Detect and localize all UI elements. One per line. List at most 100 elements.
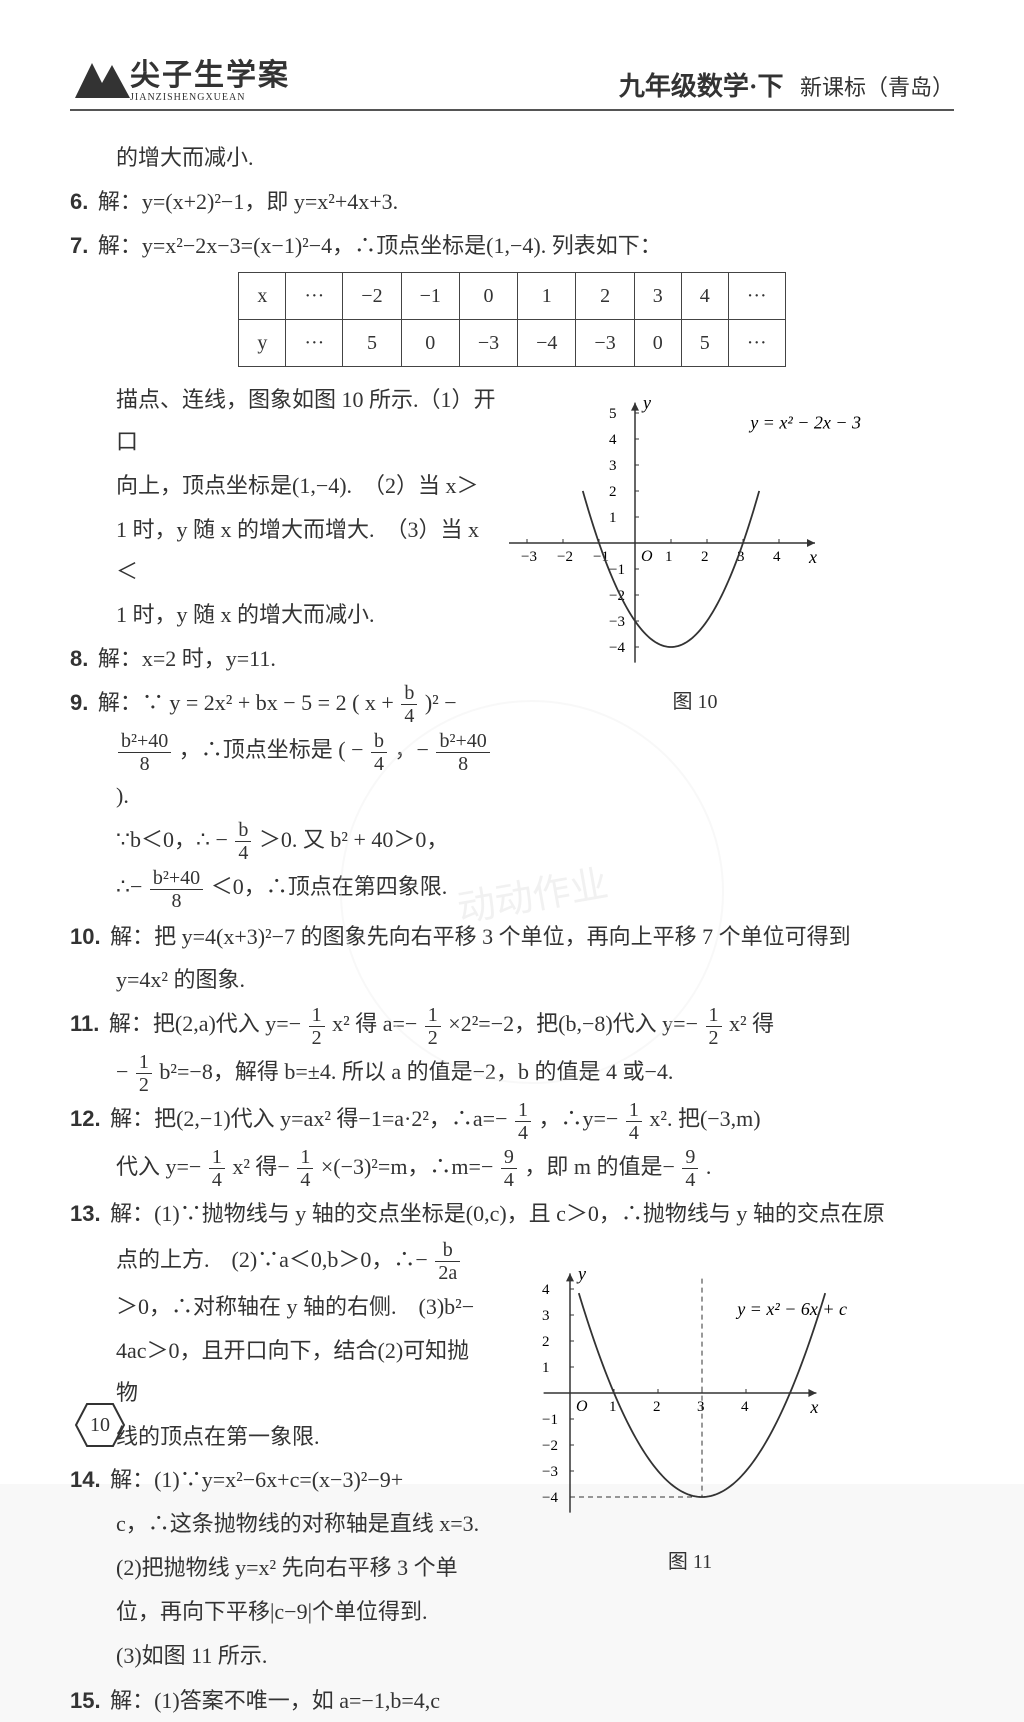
svg-text:2: 2 xyxy=(542,1334,550,1350)
mountain-icon xyxy=(70,53,140,103)
num-9: 9. xyxy=(70,690,88,715)
frac-den: 2 xyxy=(136,1074,152,1096)
text-14a: 解：(1)∵y=x²−6x+c=(x−3)²−9+ xyxy=(110,1467,403,1492)
text-11a: 解：把(2,a)代入 y=− xyxy=(109,1011,301,1036)
svg-text:5: 5 xyxy=(609,406,617,422)
num-7: 7. xyxy=(70,233,88,258)
text-12b5: . xyxy=(706,1154,712,1179)
text-15: 解：(1)答案不唯一，如 a=−1,b=4,c xyxy=(110,1688,440,1713)
svg-text:1: 1 xyxy=(542,1360,550,1376)
svg-text:1: 1 xyxy=(609,1399,617,1415)
svg-text:2: 2 xyxy=(653,1399,661,1415)
svg-text:−3: −3 xyxy=(542,1464,558,1480)
text-14c: (2)把抛物线 y=x² 先向右平移 3 个单 xyxy=(116,1547,490,1589)
frac-den: 8 xyxy=(118,753,171,775)
frac-mb4: b4 xyxy=(371,730,387,775)
frac-den: 4 xyxy=(209,1169,225,1191)
frac-den: 4 xyxy=(371,753,387,775)
text-12a3: x². 把(−3,m) xyxy=(649,1106,760,1131)
svg-text:−4: −4 xyxy=(609,640,625,656)
cell: 5 xyxy=(343,320,401,367)
fig11-caption: 图 11 xyxy=(490,1543,890,1581)
text-13b2: ＞0，∴对称轴在 y 轴的右侧. (3)b²− xyxy=(116,1286,490,1328)
problem-7: 7. 解：y=x²−2x−3=(x−1)²−4，∴顶点坐标是(1,−4). 列表… xyxy=(70,225,954,267)
problem-13b1: 点的上方. (2)∵a＜0,b＞0，∴− b2a xyxy=(116,1239,490,1284)
svg-text:O: O xyxy=(641,548,653,565)
text-9a2: − xyxy=(444,690,456,715)
num-14: 14. xyxy=(70,1467,101,1492)
text-12a2: ，∴y=− xyxy=(539,1106,619,1131)
row-7-8-9-fig10: 描点、连线，图象如图 10 所示.（1）开口 向上，顶点坐标是(1,−4). （… xyxy=(70,377,954,913)
text-cont: 的增大而减小. xyxy=(116,137,954,179)
text-7b3: 1 时，y 随 x 的增大而增大. （3）当 x＜ xyxy=(116,509,500,593)
svg-text:−3: −3 xyxy=(609,614,625,630)
svg-text:y: y xyxy=(641,393,651,413)
table-row: x ··· −2 −1 0 1 2 3 4 ··· xyxy=(239,273,785,320)
svg-text:2: 2 xyxy=(609,484,617,500)
cell: 1 xyxy=(518,273,576,320)
frac-num: 1 xyxy=(297,1146,313,1169)
svg-text:−2: −2 xyxy=(557,549,573,565)
cell: 2 xyxy=(576,273,634,320)
frac-num: 1 xyxy=(626,1099,642,1122)
cell: ··· xyxy=(286,320,343,367)
svg-text:1: 1 xyxy=(609,510,617,526)
frac-b4b: b4 xyxy=(235,819,251,864)
text-14e: (3)如图 11 所示. xyxy=(116,1635,490,1677)
frac-half-3: 12 xyxy=(706,1004,722,1049)
text-9b1: ，∴顶点坐标是 xyxy=(179,737,333,762)
problem-11a: 11. 解：把(2,a)代入 y=− 12 x² 得 a=− 12 ×2²=−2… xyxy=(70,1003,954,1048)
problem-9d: ∴− b²+408 ＜0，∴顶点在第四象限. xyxy=(116,866,500,911)
text-7b4: 1 时，y 随 x 的增大而减小. xyxy=(116,594,500,636)
frac-den: 4 xyxy=(501,1169,517,1191)
book-title: 九年级数学·下 xyxy=(619,72,784,101)
frac-num: 1 xyxy=(209,1146,225,1169)
cell: ··· xyxy=(728,273,785,320)
frac-q-4: 14 xyxy=(297,1146,313,1191)
text-13b4: 线的顶点在第一象限. xyxy=(116,1416,490,1458)
text-9a: 解：∵ y = 2x² + bx − 5 = 2 xyxy=(98,690,347,715)
num-8: 8. xyxy=(70,646,88,671)
problem-13a: 13. 解：(1)∵抛物线与 y 轴的交点坐标是(0,c)，且 c＞0，∴抛物线… xyxy=(70,1193,954,1235)
problem-9a: 9. 解：∵ y = 2x² + bx − 5 = 2 ( x + b4 )² … xyxy=(70,682,500,727)
frac-b240b: b²+408 xyxy=(150,867,203,912)
problem-14a: 14. 解：(1)∵y=x²−6x+c=(x−3)²−9+ xyxy=(70,1459,490,1501)
frac-den: 2 xyxy=(309,1027,325,1049)
frac-num: b²+40 xyxy=(118,730,171,753)
num-6: 6. xyxy=(70,189,88,214)
cell: 5 xyxy=(681,320,728,367)
num-12: 12. xyxy=(70,1106,101,1131)
frac-num: 9 xyxy=(682,1146,698,1169)
text-10b: y=4x² 的图象. xyxy=(116,959,954,1001)
problem-11b: − 12 b²=−8，解得 b=±4. 所以 a 的值是−2，b 的值是 4 或… xyxy=(116,1051,954,1096)
row-13-14-fig11: 点的上方. (2)∵a＜0,b＞0，∴− b2a ＞0，∴对称轴在 y 轴的右侧… xyxy=(70,1237,954,1679)
text-11b2: b²=−8，解得 b=±4. 所以 a 的值是−2，b 的值是 4 或−4. xyxy=(159,1059,673,1084)
text-7: 解：y=x²−2x−3=(x−1)²−4，∴顶点坐标是(1,−4). 列表如下： xyxy=(98,233,662,258)
text-9d: ∴− xyxy=(116,874,142,899)
svg-text:3: 3 xyxy=(697,1399,705,1415)
frac-num: b xyxy=(371,730,387,753)
text-14d: 位，再向下平移|c−9|个单位得到. xyxy=(116,1591,490,1633)
problem-15: 15. 解：(1)答案不唯一，如 a=−1,b=4,c xyxy=(70,1680,954,1722)
frac-num: b xyxy=(401,682,417,705)
frac-mb240: b²+408 xyxy=(436,730,489,775)
cell: −3 xyxy=(459,320,517,367)
text-11a3: ×2²=−2，把(b,−8)代入 y=− xyxy=(448,1011,698,1036)
cell: ··· xyxy=(286,273,343,320)
cell: 3 xyxy=(634,273,681,320)
fig10-caption: 图 10 xyxy=(500,683,890,721)
text-13a: 解：(1)∵抛物线与 y 轴的交点坐标是(0,c)，且 c＞0，∴抛物线与 y … xyxy=(110,1201,885,1226)
frac-den: 8 xyxy=(436,753,489,775)
frac-q-1: 14 xyxy=(515,1099,531,1144)
frac-half-1: 12 xyxy=(309,1004,325,1049)
frac-den: 8 xyxy=(150,890,203,912)
cell: 4 xyxy=(681,273,728,320)
text-12b: 代入 y=− xyxy=(116,1154,201,1179)
frac-q-2: 14 xyxy=(626,1099,642,1144)
frac-den: 2 xyxy=(706,1027,722,1049)
page-number-badge: 10 xyxy=(74,1402,126,1448)
frac-q-3: 14 xyxy=(209,1146,225,1191)
cell: −2 xyxy=(343,273,401,320)
cell: x xyxy=(239,273,286,320)
svg-text:4: 4 xyxy=(609,432,617,448)
